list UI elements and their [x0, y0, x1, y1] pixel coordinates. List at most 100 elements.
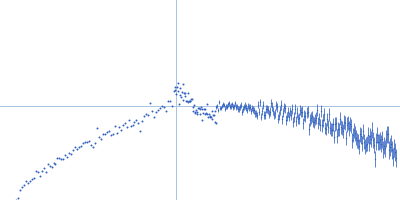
- Point: [48, 165, 55, 168]
- Point: [202, 112, 208, 116]
- Point: [94, 126, 100, 130]
- Point: [187, 99, 194, 102]
- Point: [177, 93, 184, 96]
- Point: [62, 154, 68, 157]
- Point: [159, 105, 165, 108]
- Point: [74, 148, 80, 151]
- Point: [208, 115, 214, 119]
- Point: [208, 117, 215, 120]
- Point: [182, 94, 188, 98]
- Point: [60, 157, 66, 160]
- Point: [104, 130, 110, 133]
- Point: [17, 189, 23, 192]
- Point: [52, 162, 59, 165]
- Point: [186, 100, 192, 103]
- Point: [72, 146, 78, 149]
- Point: [15, 196, 21, 199]
- Point: [116, 126, 122, 129]
- Point: [203, 112, 209, 115]
- Point: [98, 137, 104, 141]
- Point: [44, 162, 51, 165]
- Point: [200, 112, 206, 115]
- Point: [131, 121, 138, 124]
- Point: [58, 157, 65, 161]
- Point: [28, 177, 35, 180]
- Point: [110, 132, 116, 135]
- Point: [78, 144, 84, 147]
- Point: [108, 134, 114, 137]
- Point: [34, 170, 41, 173]
- Point: [90, 145, 96, 148]
- Point: [194, 112, 200, 115]
- Point: [189, 105, 196, 109]
- Point: [192, 111, 198, 115]
- Point: [157, 106, 163, 109]
- Point: [190, 109, 196, 112]
- Point: [204, 113, 211, 116]
- Point: [211, 120, 218, 123]
- Point: [180, 98, 186, 101]
- Point: [40, 167, 47, 170]
- Point: [50, 162, 57, 165]
- Point: [195, 106, 202, 110]
- Point: [27, 180, 33, 183]
- Point: [201, 107, 207, 111]
- Point: [32, 170, 39, 173]
- Point: [175, 81, 182, 85]
- Point: [202, 108, 208, 111]
- Point: [122, 121, 128, 124]
- Point: [199, 118, 206, 121]
- Point: [191, 104, 197, 107]
- Point: [114, 131, 120, 134]
- Point: [183, 100, 189, 103]
- Point: [133, 118, 140, 122]
- Point: [137, 129, 144, 132]
- Point: [206, 112, 212, 115]
- Point: [205, 115, 211, 119]
- Point: [120, 123, 126, 127]
- Point: [207, 114, 214, 117]
- Point: [92, 142, 98, 145]
- Point: [206, 115, 213, 118]
- Point: [182, 92, 188, 95]
- Point: [84, 140, 90, 144]
- Point: [118, 128, 124, 131]
- Point: [135, 121, 142, 124]
- Point: [46, 165, 53, 168]
- Point: [198, 105, 204, 108]
- Point: [38, 170, 45, 173]
- Point: [204, 103, 210, 106]
- Point: [21, 183, 27, 186]
- Point: [161, 105, 167, 108]
- Point: [212, 109, 218, 113]
- Point: [143, 113, 150, 116]
- Point: [30, 176, 37, 180]
- Point: [54, 156, 61, 159]
- Point: [188, 97, 194, 100]
- Point: [147, 102, 154, 105]
- Point: [80, 141, 86, 144]
- Point: [149, 110, 156, 113]
- Point: [76, 146, 82, 149]
- Point: [153, 111, 160, 114]
- Point: [127, 124, 134, 127]
- Point: [196, 108, 203, 111]
- Point: [174, 85, 180, 89]
- Point: [102, 133, 108, 136]
- Point: [174, 89, 181, 93]
- Point: [139, 120, 146, 123]
- Point: [193, 109, 199, 112]
- Point: [145, 114, 152, 117]
- Point: [171, 90, 177, 93]
- Point: [197, 112, 204, 115]
- Point: [82, 140, 88, 144]
- Point: [106, 129, 112, 132]
- Point: [151, 115, 158, 118]
- Point: [178, 95, 184, 98]
- Point: [167, 100, 173, 103]
- Point: [96, 136, 102, 139]
- Point: [163, 109, 169, 112]
- Point: [173, 92, 179, 95]
- Point: [129, 124, 136, 127]
- Point: [179, 91, 185, 94]
